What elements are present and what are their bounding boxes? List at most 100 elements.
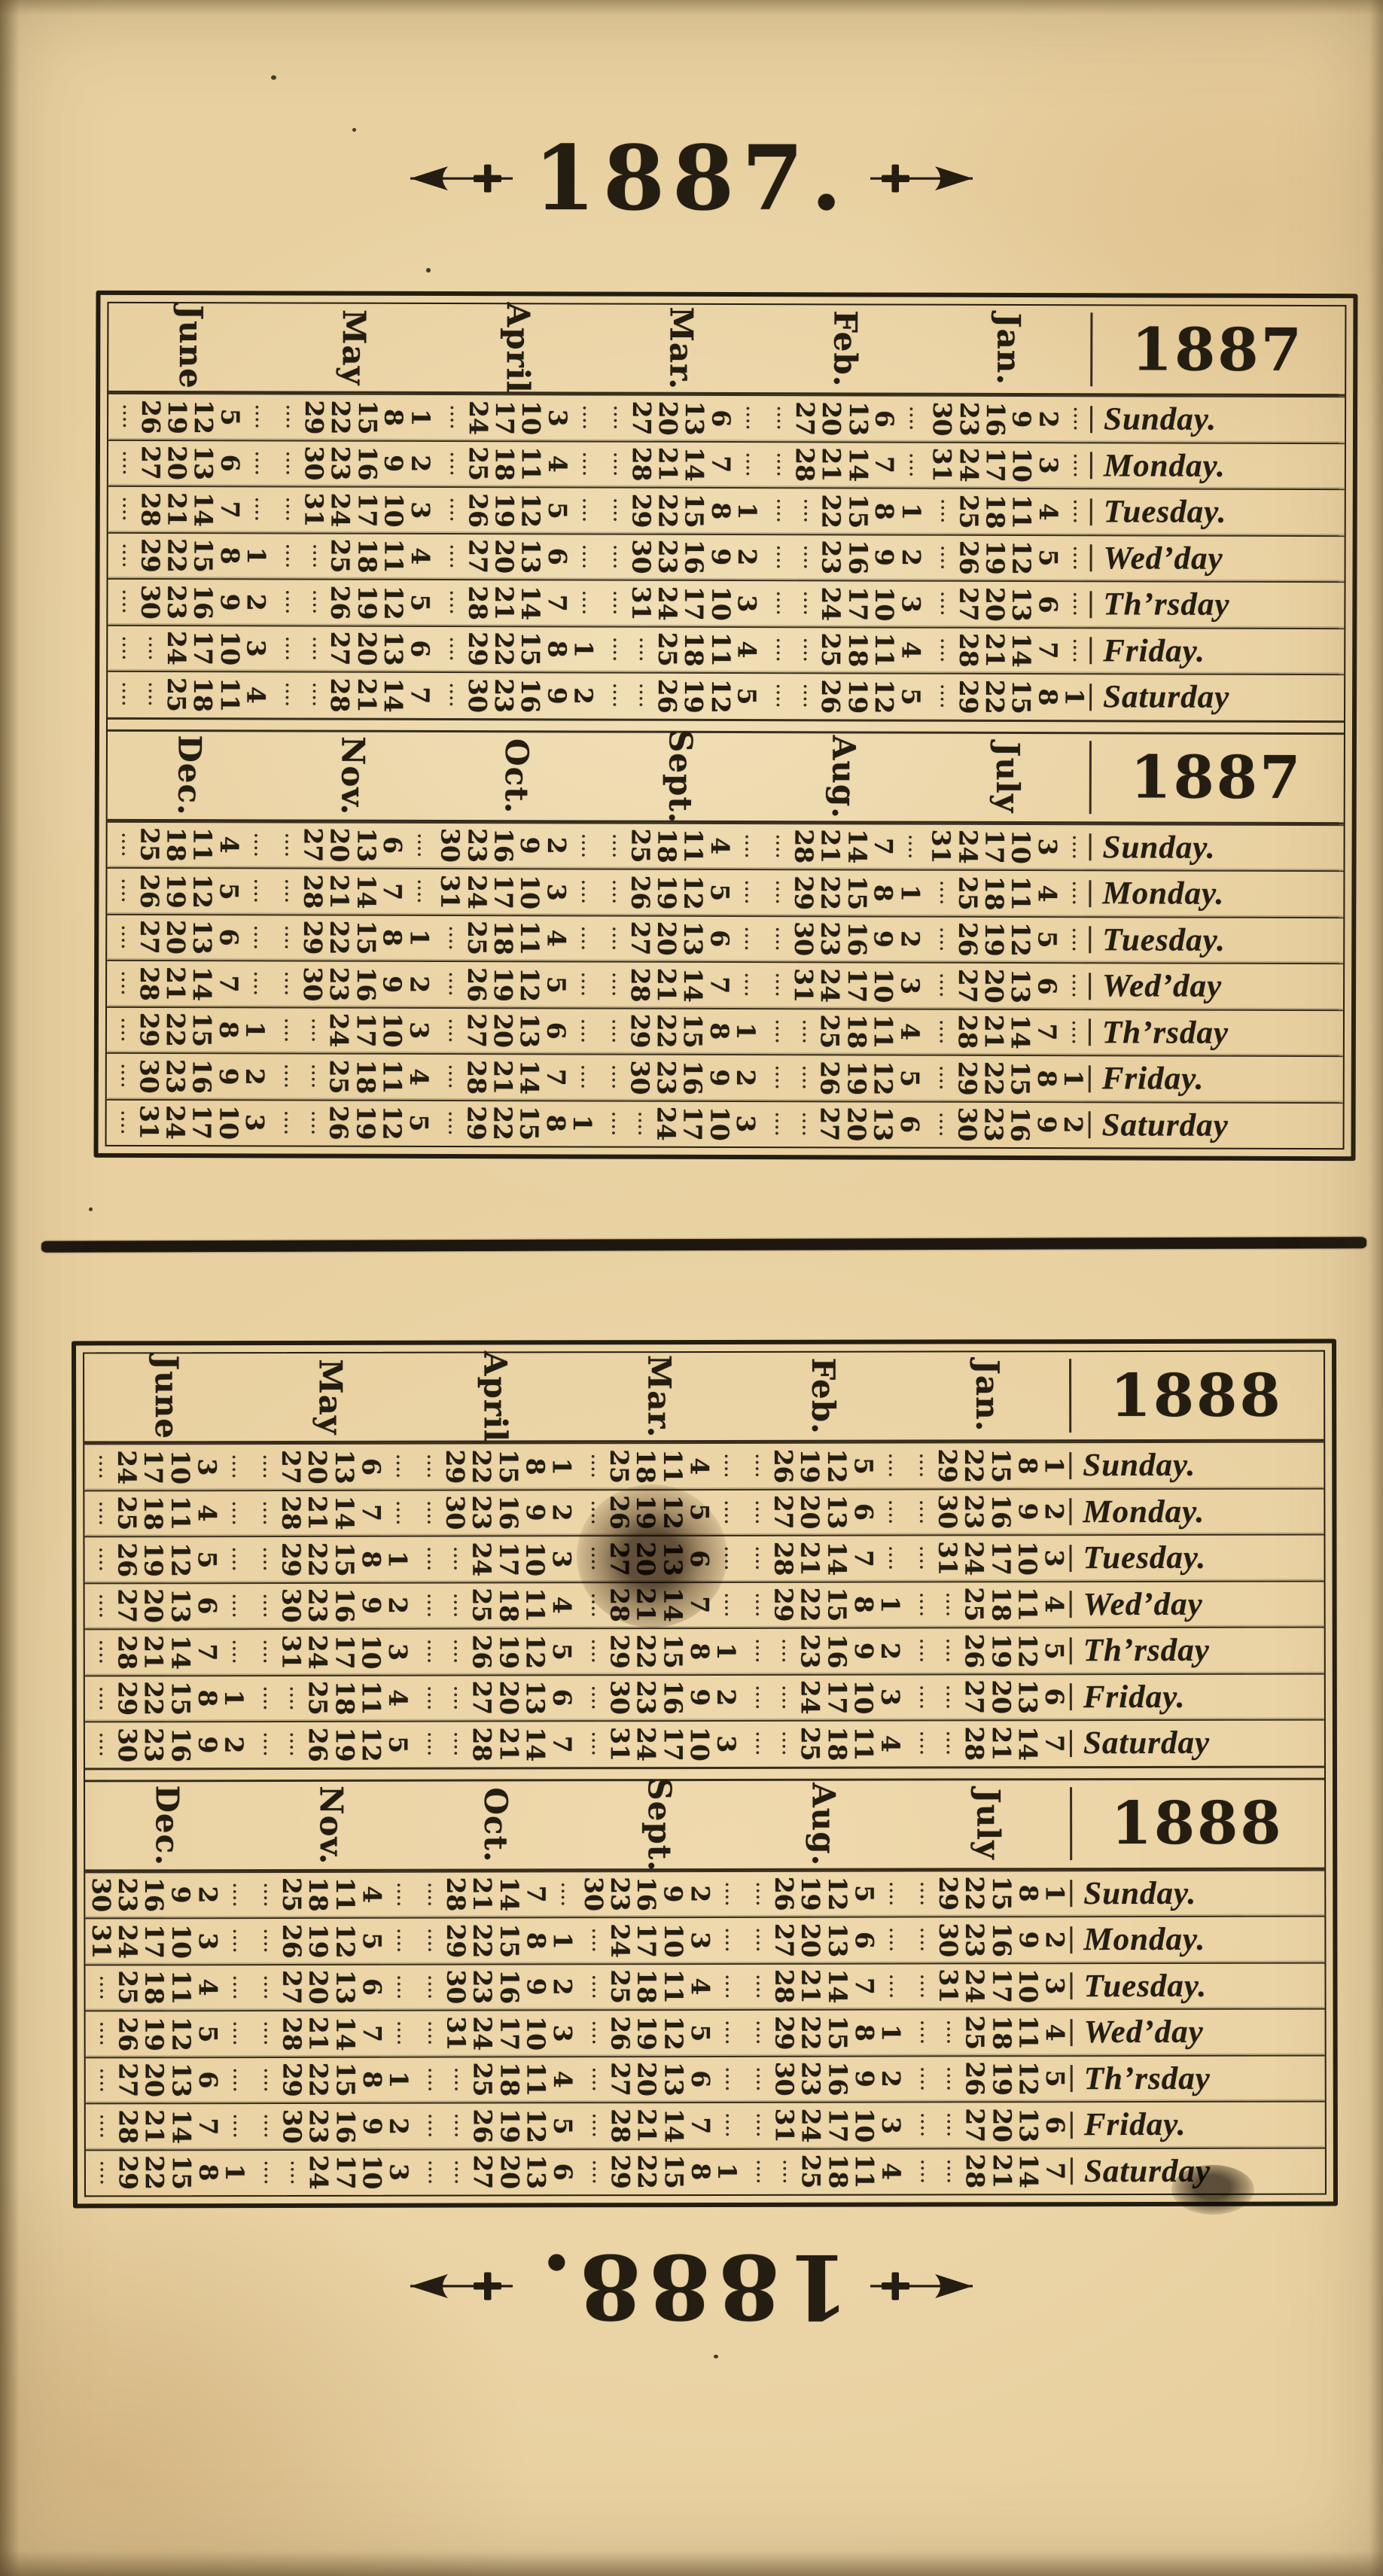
date-slot: 27 [114, 2063, 143, 2098]
date-slot: 12 [705, 679, 735, 714]
date-number: 4 [1039, 1595, 1069, 1613]
month-day-cell: 5 12 19 26 ···· ···· [599, 674, 762, 719]
date-slot: 24 [462, 875, 492, 909]
date-number: 4 [547, 1597, 577, 1615]
date-slot: 23 [489, 678, 519, 713]
month-day-cell: 5 12 19 26 ···· ···· [761, 1055, 925, 1101]
empty-week-dots: ···· [795, 684, 815, 709]
month-day-cell: ···· 7 14 21 28 ···· [435, 580, 599, 626]
weekday-label: Th’rsday [1071, 2056, 1325, 2101]
date-number: 7 [193, 2118, 223, 2136]
date-slot: 27 [468, 2155, 498, 2190]
empty-week-slot: ···· [300, 544, 327, 568]
date-number: 11 [1013, 1587, 1043, 1622]
empty-week-dots: ···· [442, 590, 462, 616]
date-number: 19 [679, 678, 709, 714]
date-slot: 13 [659, 2062, 688, 2096]
date-number: 12 [330, 1923, 360, 1959]
date-slot: 13 [823, 1923, 852, 1957]
date-number: 29 [769, 1588, 799, 1623]
date-slot: 10 [358, 2155, 387, 2190]
empty-week-slot: ···· [744, 1546, 770, 1571]
date-number: 2 [711, 1688, 742, 1707]
empty-week-dots: ···· [583, 1500, 603, 1526]
month-day-cell: ···· 5 12 19 26 ···· [598, 870, 761, 915]
date-number: 6 [706, 410, 736, 428]
date-number: 12 [705, 678, 736, 714]
arrow-ornament-right-icon [870, 164, 973, 193]
empty-week-dots: ···· [304, 636, 324, 662]
month-header-cell: Oct. [434, 732, 599, 820]
date-slot: 3 [240, 1112, 270, 1134]
date-number: 19 [139, 2017, 169, 2052]
date-slot: 30 [440, 1496, 470, 1530]
date-number: 14 [378, 677, 408, 713]
date-slot: 1 [731, 1020, 760, 1043]
empty-week-dots: ···· [447, 2160, 467, 2185]
empty-week-dots: ···· [573, 1019, 592, 1044]
month-label: June [148, 1355, 186, 1440]
weekday-row: Saturday 7 14 21 28 ···· ···· 4 11 18 25 ···· ···· 1 8… [85, 2147, 1325, 2196]
date-number: 6 [894, 1116, 925, 1134]
month-day-cell: ···· 3 10 17 24 31 [925, 824, 1089, 869]
empty-week-slot: ···· [570, 591, 596, 616]
empty-week-slot: ···· [580, 2113, 607, 2138]
weekday-row: Wed’day ···· 6 13 20 27 ···· 3 10 17 24 31 ···· ···· 7… [107, 959, 1344, 1009]
date-number: 22 [653, 493, 683, 528]
month-day-cell: ···· 6 13 20 27 ···· [248, 1445, 413, 1490]
month-label: Jan. [990, 312, 1028, 386]
date-number: 16 [823, 2061, 853, 2096]
date-slot: 1 [241, 1019, 270, 1042]
empty-week-slot: ···· [109, 971, 136, 996]
date-slot: 13 [1013, 1679, 1043, 1714]
date-slot: 7 [405, 684, 434, 707]
empty-week-dots: ···· [775, 1685, 794, 1710]
date-slot: 20 [489, 539, 519, 574]
empty-week-dots: ···· [442, 451, 462, 477]
date-number: 1 [733, 502, 763, 520]
date-slot: 22 [960, 1877, 989, 1911]
date-slot: 27 [961, 2108, 990, 2142]
date-number: 9 [684, 1688, 714, 1707]
empty-week-slot: ···· [300, 1018, 326, 1043]
empty-week-slot: ···· [713, 1975, 739, 1999]
empty-week-dots: ···· [604, 1064, 623, 1091]
date-number: 1 [1058, 1070, 1089, 1088]
month-day-cell: 1 8 15 22 29 ···· [108, 533, 272, 578]
empty-week-slot: ···· [744, 1928, 770, 1953]
empty-week-dots: ···· [912, 1592, 931, 1618]
date-slot: 10 [378, 1013, 407, 1048]
date-number: 6 [541, 1022, 571, 1040]
date-number: 8 [705, 1022, 735, 1040]
date-slot: 24 [112, 1450, 142, 1484]
date-number: 24 [954, 448, 984, 483]
date-number: 13 [521, 2154, 551, 2190]
date-number: 7 [521, 1886, 551, 1904]
date-number: 28 [625, 967, 655, 1003]
date-number: 28 [952, 1015, 982, 1050]
date-slot: 5 [547, 1640, 577, 1663]
date-number: 16 [842, 540, 873, 575]
date-slot: 15 [166, 2155, 196, 2190]
date-number: 13 [659, 2062, 689, 2097]
date-slot: 17 [140, 1924, 169, 1959]
empty-week-dots: ···· [605, 452, 626, 477]
date-number: 3 [876, 2116, 906, 2134]
date-slot: 26 [462, 967, 491, 1002]
month-day-cell: ···· 5 12 19 26 ···· [925, 917, 1089, 962]
date-slot: 28 [463, 586, 492, 620]
date-number: 28 [441, 1877, 471, 1912]
date-slot: 15 [822, 1588, 851, 1622]
date-slot: 25 [953, 876, 982, 911]
month-day-cell: ···· 7 14 21 28 ···· [763, 443, 926, 488]
empty-week-slot: ···· [137, 636, 163, 661]
date-number: 9 [868, 930, 898, 948]
empty-week-dots: ···· [305, 544, 324, 569]
date-slot: 15 [842, 875, 872, 910]
empty-week-dots: ···· [410, 833, 430, 858]
date-number: 14 [516, 586, 546, 621]
date-number: 16 [166, 1727, 196, 1762]
date-number: 30 [605, 1680, 635, 1716]
month-day-cell: 4 11 18 25 ···· ···· [272, 534, 435, 579]
date-slot: 29 [278, 2063, 307, 2097]
